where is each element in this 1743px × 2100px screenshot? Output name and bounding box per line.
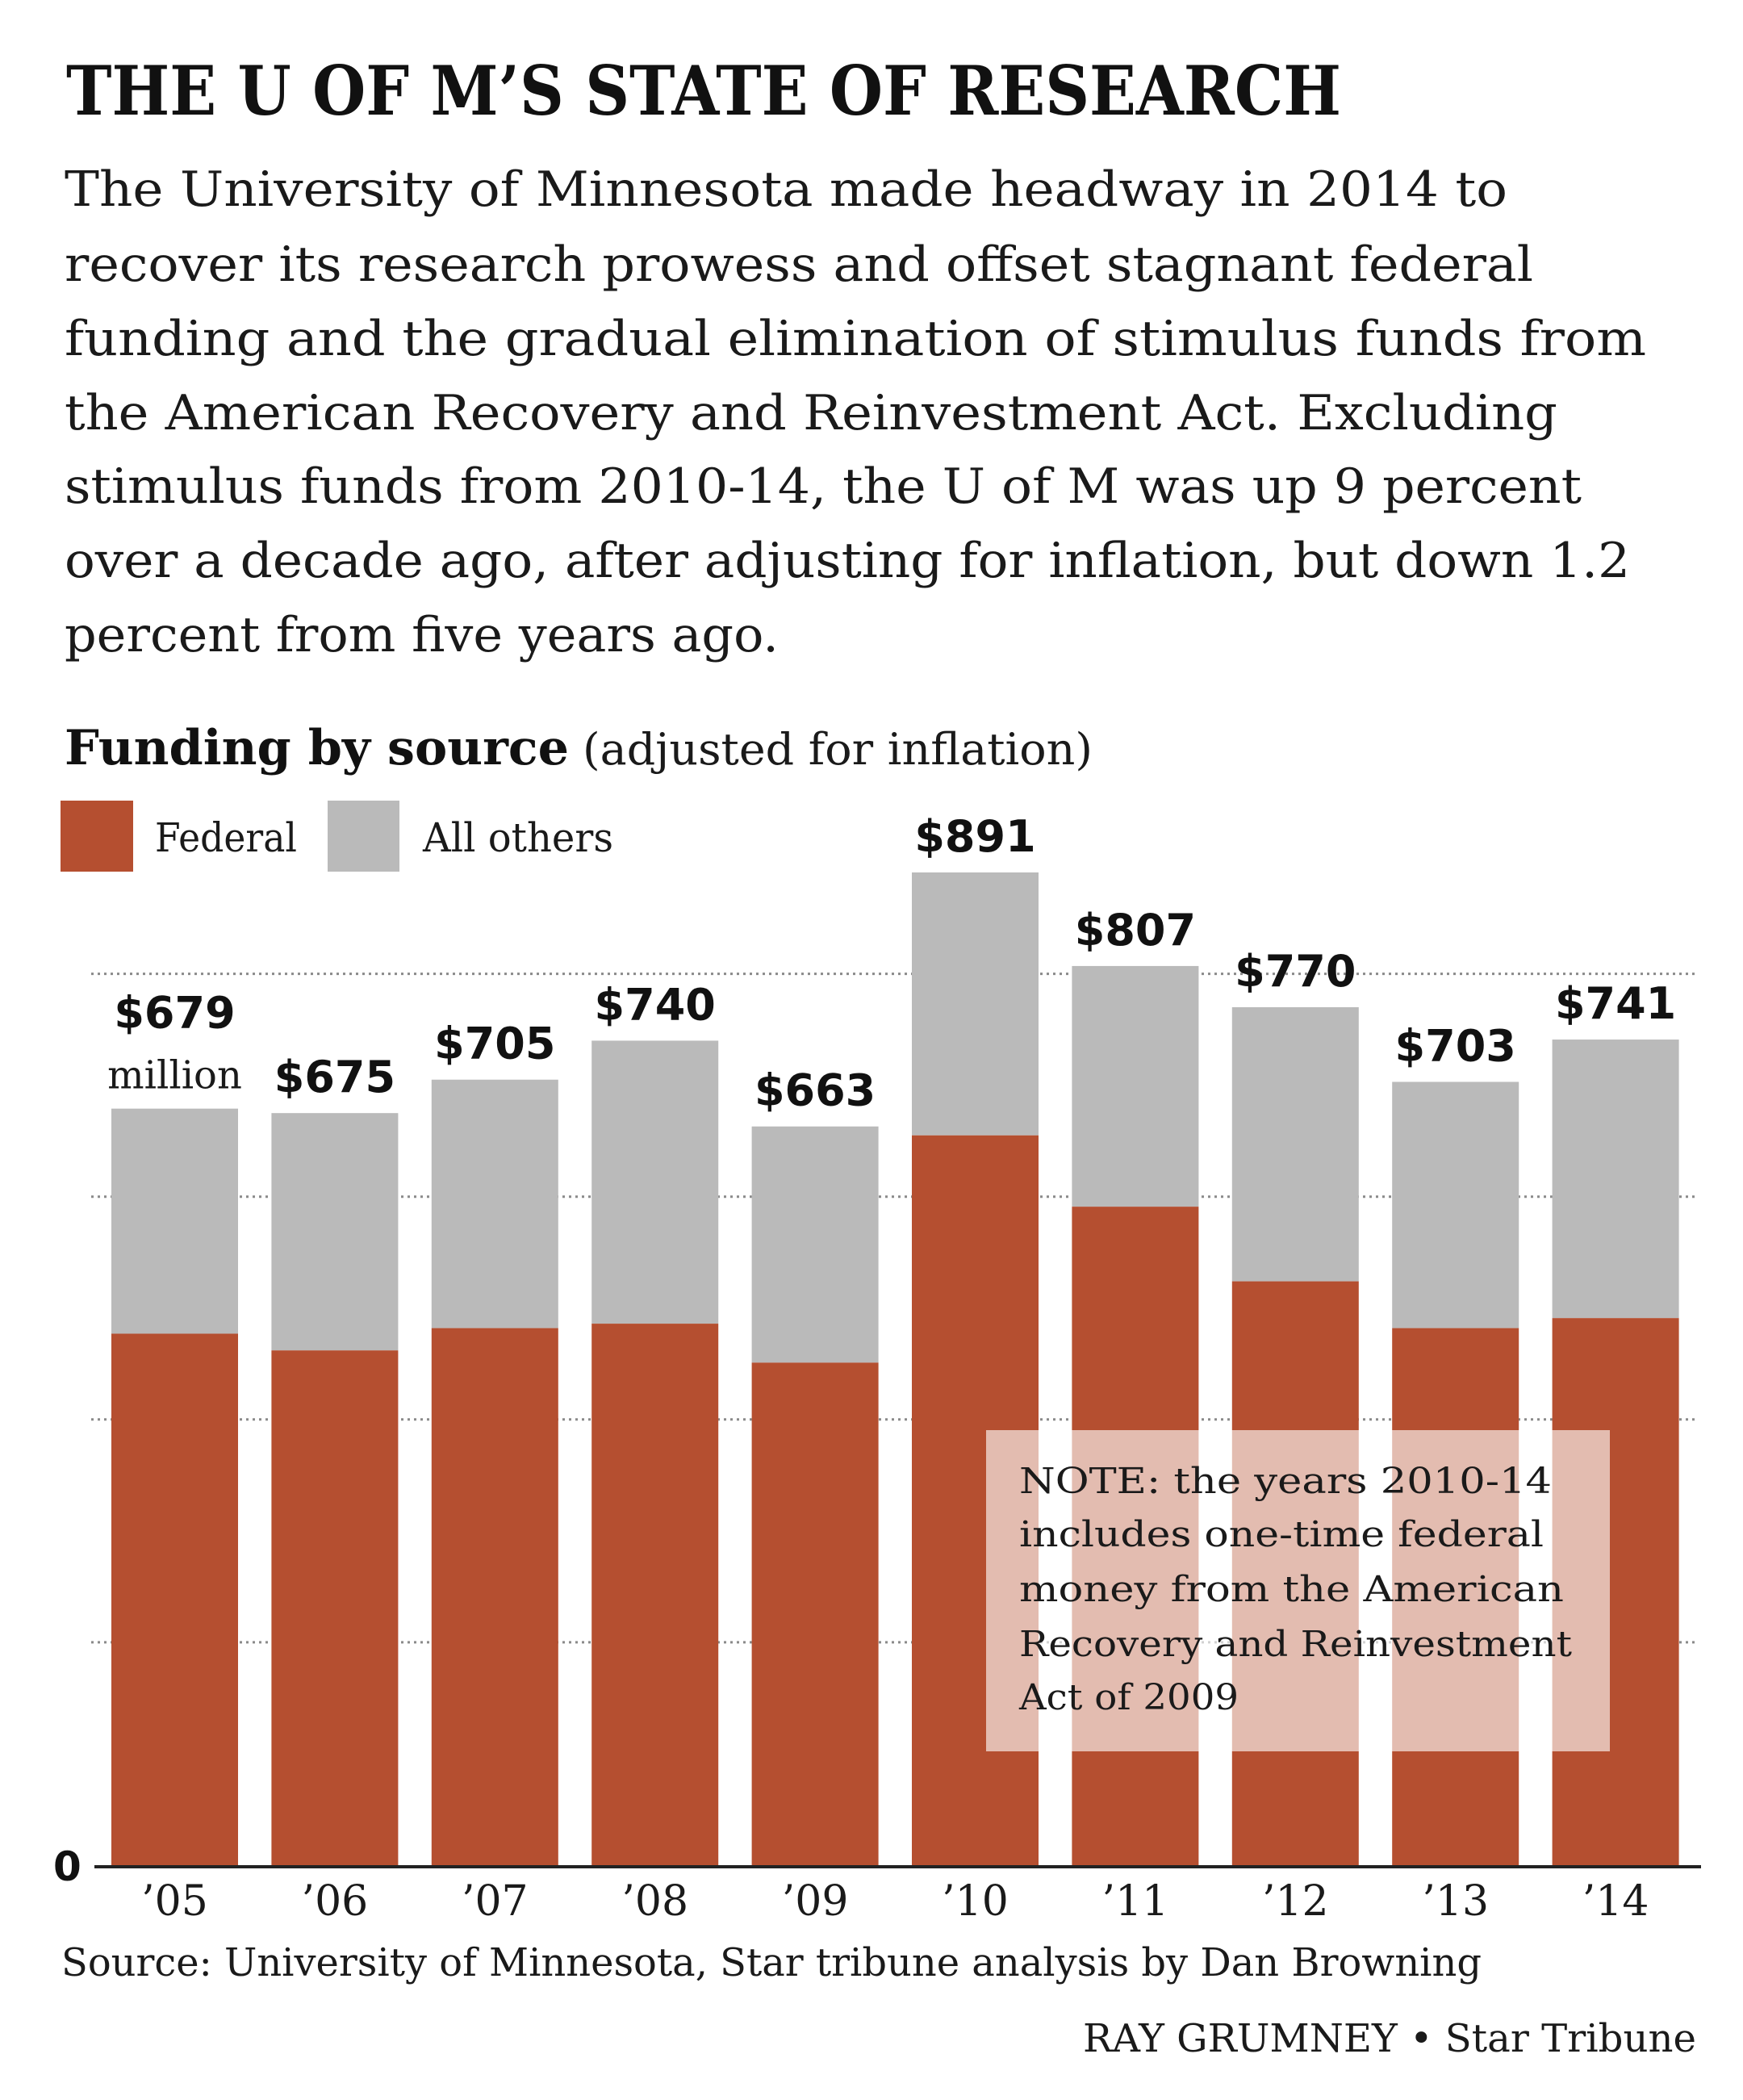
x-tick-label: ’05 xyxy=(141,1877,208,1926)
y-tick-label-zero: 0 xyxy=(53,1843,82,1890)
bar-all-others xyxy=(271,1113,399,1351)
x-tick-label: ’09 xyxy=(782,1877,849,1926)
bar-all-others xyxy=(912,872,1039,1136)
description: The University of Minnesota made headway… xyxy=(65,161,1646,663)
total-value-label: $891 xyxy=(914,811,1035,862)
bar-federal xyxy=(271,1350,399,1865)
note-background xyxy=(986,1430,1610,1751)
x-tick-label: ’11 xyxy=(1102,1877,1169,1926)
page-title: THE U OF M’S STATE OF RESEARCH xyxy=(66,51,1341,131)
x-tick-label: ’12 xyxy=(1262,1877,1329,1926)
chart-title: Funding by source xyxy=(65,720,569,776)
total-value-label: $705 xyxy=(434,1019,555,1069)
note-line: includes one-time federal xyxy=(1019,1514,1544,1555)
x-tick-label: ’08 xyxy=(621,1877,688,1926)
unit-label: million xyxy=(107,1053,242,1098)
total-value-label: $703 xyxy=(1395,1021,1516,1072)
source-note: Source: University of Minnesota, Star tr… xyxy=(61,1940,1482,1985)
description-line: funding and the gradual elimination of s… xyxy=(65,311,1646,367)
x-tick-label: ’13 xyxy=(1422,1877,1489,1926)
note-line: Act of 2009 xyxy=(1018,1677,1239,1718)
note-box: NOTE: the years 2010-14 includes one-tim… xyxy=(986,1430,1610,1751)
legend-label-all-others: All others xyxy=(422,814,613,861)
bar-all-others xyxy=(431,1079,558,1328)
x-tick-label: ’10 xyxy=(942,1877,1009,1926)
description-line: percent from five years ago. xyxy=(65,607,779,663)
bar-all-others xyxy=(111,1108,238,1334)
note-line: money from the American xyxy=(1019,1569,1564,1610)
total-value-label: $770 xyxy=(1235,946,1356,997)
x-tick-label: ’07 xyxy=(462,1877,529,1926)
x-tick-labels: ’05 ’06 ’07 ’08 ’09 ’10 ’11 ’12 ’13 ’14 xyxy=(141,1877,1649,1926)
note-line: NOTE: the years 2010-14 xyxy=(1019,1461,1552,1502)
bar-all-others xyxy=(1231,1007,1359,1282)
bar-federal xyxy=(111,1333,238,1865)
bar-all-others xyxy=(1072,965,1199,1207)
total-value-label: $675 xyxy=(274,1052,395,1102)
chart-subtitle: Funding by source (adjusted for inflatio… xyxy=(65,720,1093,776)
value-labels: $679 $675 $705 $740 $663 $891 $807 $770 $703 $741 xyxy=(114,811,1676,1116)
description-line: recover its research prowess and offset … xyxy=(65,236,1533,293)
total-value-label: $679 xyxy=(114,988,235,1039)
total-value-label: $807 xyxy=(1075,905,1196,956)
bar-all-others xyxy=(1552,1040,1679,1319)
bar-all-others xyxy=(751,1126,879,1363)
credit-line: RAY GRUMNEY • Star Tribune xyxy=(1083,2016,1696,2061)
description-line: over a decade ago, after adjusting for i… xyxy=(65,533,1630,589)
description-line: stimulus funds from 2010-14, the U of M … xyxy=(65,458,1582,515)
bar-federal xyxy=(591,1324,719,1865)
total-value-label: $740 xyxy=(595,979,716,1030)
bar-all-others xyxy=(1392,1081,1519,1328)
description-line: The University of Minnesota made headway… xyxy=(65,161,1507,218)
note-line: Recovery and Reinvestment xyxy=(1019,1624,1572,1665)
legend: Federal All others xyxy=(61,801,613,872)
legend-swatch-all-others xyxy=(328,801,399,872)
bar-federal xyxy=(751,1362,879,1865)
x-tick-label: ’06 xyxy=(302,1877,369,1926)
bars xyxy=(111,872,1679,1865)
bar-federal xyxy=(431,1328,558,1865)
legend-swatch-federal xyxy=(61,801,133,872)
total-value-label: $741 xyxy=(1555,978,1676,1029)
legend-label-federal: Federal xyxy=(155,814,297,861)
x-tick-label: ’14 xyxy=(1582,1877,1649,1926)
chart-subtitle-note: (adjusted for inflation) xyxy=(583,724,1093,775)
bar-all-others xyxy=(591,1040,719,1324)
description-line: the American Recovery and Reinvestment A… xyxy=(65,385,1557,441)
total-value-label: $663 xyxy=(754,1065,876,1116)
